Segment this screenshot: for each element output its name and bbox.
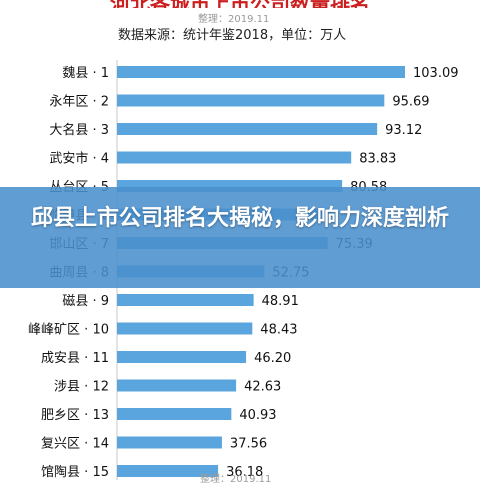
bar [117, 408, 232, 420]
value-label: 48.91 [262, 294, 299, 309]
value-label: 37.56 [230, 437, 267, 452]
category-label: 大名县 · 3 [49, 122, 109, 138]
bar [117, 436, 222, 449]
headline-banner: 邱县上市公司排名大揭秘，影响力深度剖析 [0, 187, 480, 288]
chart-title: 河北各城市上市公司数量排名 [60, 0, 420, 8]
category-label: 肥乡区 · 13 [41, 408, 109, 423]
bar [117, 123, 378, 135]
bar [117, 379, 237, 392]
value-label: 48.43 [260, 323, 297, 338]
bar [117, 294, 254, 306]
bar [117, 151, 352, 164]
category-label: 武安市 · 4 [49, 151, 109, 167]
category-label: 永年区 · 2 [49, 95, 109, 110]
value-label: 40.93 [239, 408, 276, 423]
category-label: 磁县 · 9 [62, 294, 109, 309]
category-label: 涉县 · 12 [54, 380, 109, 395]
bar [117, 351, 247, 363]
bar [117, 66, 405, 78]
value-label: 42.63 [244, 380, 281, 395]
headline-text: 邱县上市公司排名大揭秘，影响力深度剖析 [30, 206, 449, 231]
category-label: 峰峰矿区 · 10 [28, 323, 109, 338]
bar [117, 322, 253, 335]
bar [117, 465, 219, 477]
value-label: 83.83 [359, 152, 396, 167]
category-label: 馆陶县 · 15 [41, 464, 109, 480]
value-label: 93.12 [385, 123, 422, 138]
value-label: 103.09 [413, 66, 459, 81]
value-label: 36.18 [226, 465, 263, 480]
value-label: 95.69 [392, 95, 429, 110]
credit-text: 整理：2019.11 [198, 14, 270, 25]
bar [117, 94, 385, 107]
value-label: 46.20 [254, 351, 291, 366]
data-source: 数据来源：统计年鉴2018，单位：万人 [118, 28, 347, 43]
category-label: 成安县 · 11 [41, 351, 109, 366]
category-label: 魏县 · 1 [62, 66, 109, 81]
category-label: 复兴区 · 14 [41, 437, 109, 452]
credit-text-bottom: 整理：2019.11 [200, 474, 272, 485]
